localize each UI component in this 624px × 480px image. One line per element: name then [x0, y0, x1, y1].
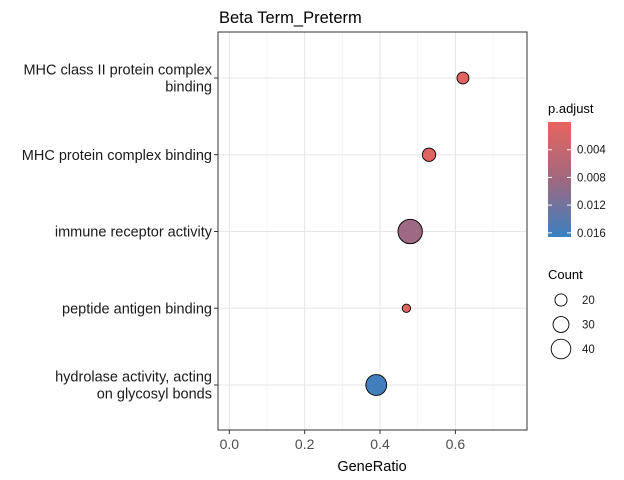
y-tick-label: on glycosyl bonds: [97, 387, 212, 403]
colorbar-tick-label: 0.004: [577, 145, 606, 157]
size-legend-key: [550, 338, 572, 360]
size-legend-label: 20: [582, 295, 595, 307]
data-point: [401, 303, 412, 313]
colorbar-tick-label: 0.016: [577, 228, 606, 240]
data-point: [456, 71, 470, 85]
data-point: [397, 218, 423, 245]
size-legend-label: 40: [582, 344, 595, 356]
size-legend-key: [554, 293, 568, 307]
x-axis: 0.0 0.2 0.4 0.6: [220, 430, 466, 452]
x-tick-label: 0.0: [220, 436, 240, 452]
y-tick-label: peptide antigen binding: [62, 301, 212, 317]
x-tick-label: 0.6: [446, 436, 466, 452]
data-point: [365, 374, 388, 396]
size-legend-key: [552, 316, 570, 333]
colorbar: [548, 122, 571, 237]
y-tick-label: binding: [165, 80, 212, 96]
count-legend-title: Count: [548, 267, 583, 282]
y-tick-label: immune receptor activity: [55, 225, 213, 241]
data-point: [421, 147, 437, 162]
colorbar-tick-label: 0.008: [577, 172, 606, 184]
x-axis-title: GeneRatio: [337, 459, 406, 475]
p-adjust-legend-title: p.adjust: [548, 101, 594, 116]
data-points: [365, 71, 470, 396]
y-tick-label: MHC protein complex binding: [22, 148, 212, 164]
size-legend-label: 30: [582, 320, 595, 332]
p-adjust-legend: p.adjust 0.004 0.008 0.012 0.016: [548, 101, 606, 240]
colorbar-tick-label: 0.012: [577, 200, 606, 212]
y-tick-label: hydrolase activity, acting: [55, 370, 212, 386]
x-tick-label: 0.4: [370, 436, 390, 452]
plot-panel: [217, 31, 528, 431]
x-tick-label: 0.2: [295, 436, 315, 452]
y-tick-label: MHC class II protein complex: [23, 63, 212, 79]
chart-title: Beta Term_Preterm: [219, 9, 362, 27]
count-legend: Count 20 30 40: [548, 267, 595, 360]
